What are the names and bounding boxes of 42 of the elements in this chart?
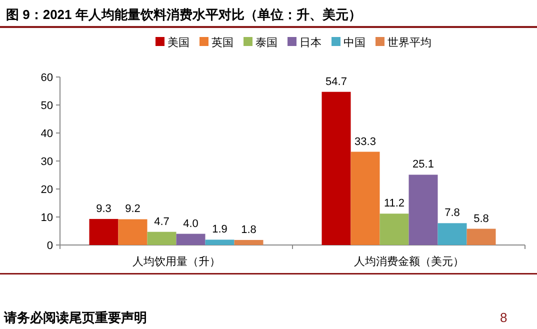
data-label: 4.0 — [183, 218, 198, 230]
data-label: 11.2 — [384, 198, 405, 210]
bar — [89, 218, 118, 245]
bar — [147, 232, 176, 245]
legend-label: 日本 — [300, 36, 322, 49]
bar — [118, 219, 148, 245]
bar — [438, 223, 467, 245]
x-tick-label: 人均消费金额（美元） — [354, 255, 464, 268]
bar — [234, 240, 264, 245]
text: 请务必阅读尾页重要声明 — [3, 310, 147, 325]
data-label: 25.1 — [412, 158, 434, 171]
legend-label: 中国 — [344, 36, 366, 49]
y-tick-label: 10 — [40, 212, 53, 224]
data-label: 54.7 — [326, 76, 347, 88]
data-label: 33.3 — [354, 136, 376, 148]
bar — [408, 174, 438, 245]
y-tick-label: 40 — [40, 128, 53, 140]
chart-title: 图 9：2021 年人均能量饮料消费水平对比（单位：升、美元） — [6, 7, 362, 22]
data-label: 9.3 — [96, 202, 112, 215]
data-label: 7.8 — [444, 207, 460, 220]
y-tick-label: 20 — [40, 184, 53, 196]
bar — [380, 214, 409, 245]
text: 8 — [500, 310, 508, 325]
y-tick-label: 60 — [40, 72, 53, 84]
bar — [176, 234, 206, 245]
legend-label: 世界平均 — [388, 36, 432, 49]
bar — [205, 240, 234, 245]
data-label: 4.7 — [154, 216, 170, 228]
legend-label: 美国 — [168, 36, 190, 49]
data-label: 9.2 — [125, 203, 140, 216]
y-tick-label: 50 — [40, 100, 53, 112]
bar — [350, 152, 380, 245]
bar — [322, 92, 351, 245]
y-tick-label: 0 — [46, 240, 53, 252]
data-label: 1.8 — [241, 224, 256, 236]
x-tick-label: 人均饮用量（升） — [132, 255, 220, 268]
y-tick-label: 30 — [40, 156, 53, 168]
legend-label: 泰国 — [256, 37, 278, 49]
legend-label: 英国 — [212, 36, 234, 49]
data-label: 5.8 — [474, 212, 489, 225]
data-label: 1.9 — [212, 224, 228, 236]
bar — [466, 228, 496, 245]
